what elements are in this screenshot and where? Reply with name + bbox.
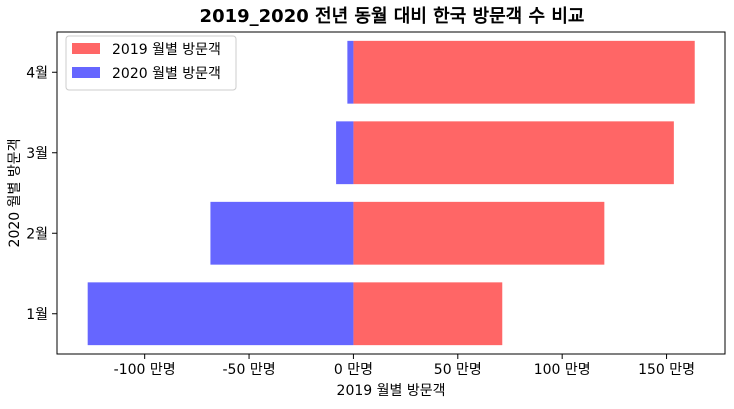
x-tick-label: 0 만명 bbox=[334, 362, 373, 378]
x-tick-label: 50 만명 bbox=[434, 362, 482, 378]
bars-group bbox=[87, 40, 695, 346]
x-tick-label: -100 만명 bbox=[114, 362, 176, 378]
bar-2019-2 bbox=[353, 201, 605, 265]
bar-2019-3 bbox=[353, 121, 674, 185]
x-axis: -100 만명 -50 만명 0 만명 50 만명 100 만명 150 만명 bbox=[114, 354, 695, 378]
legend-swatch-2019 bbox=[72, 43, 100, 54]
legend-label-2019: 2019 월별 방문객 bbox=[112, 42, 221, 58]
legend-label-2020: 2020 월별 방문객 bbox=[112, 66, 221, 82]
x-axis-label: 2019 월별 방문객 bbox=[337, 383, 446, 399]
y-tick-label: 3월 bbox=[26, 146, 48, 162]
legend: 2019 월별 방문객 2020 월별 방문객 bbox=[65, 35, 237, 91]
bar-2020-4 bbox=[347, 40, 354, 104]
x-tick-label: 100 만명 bbox=[534, 362, 591, 378]
bar-2019-1 bbox=[353, 282, 503, 346]
y-tick-label: 2월 bbox=[26, 226, 48, 242]
legend-swatch-2020 bbox=[72, 67, 100, 78]
y-axis-label: 2020 월별 방문객 bbox=[7, 139, 23, 248]
bar-2020-3 bbox=[336, 121, 354, 185]
bar-2020-1 bbox=[87, 282, 354, 346]
chart-title: 2019_2020 전년 동월 대비 한국 방문객 수 비교 bbox=[200, 6, 585, 27]
legend-box bbox=[65, 35, 237, 91]
y-tick-label: 1월 bbox=[26, 307, 48, 323]
x-tick-label: -50 만명 bbox=[223, 362, 276, 378]
bar-2019-4 bbox=[353, 40, 695, 104]
y-axis: 1월 2월 3월 4월 bbox=[26, 65, 57, 323]
x-tick-label: 150 만명 bbox=[638, 362, 695, 378]
plot-frame bbox=[56, 31, 726, 355]
y-tick-label: 4월 bbox=[26, 65, 48, 81]
bar-2020-2 bbox=[210, 201, 354, 265]
